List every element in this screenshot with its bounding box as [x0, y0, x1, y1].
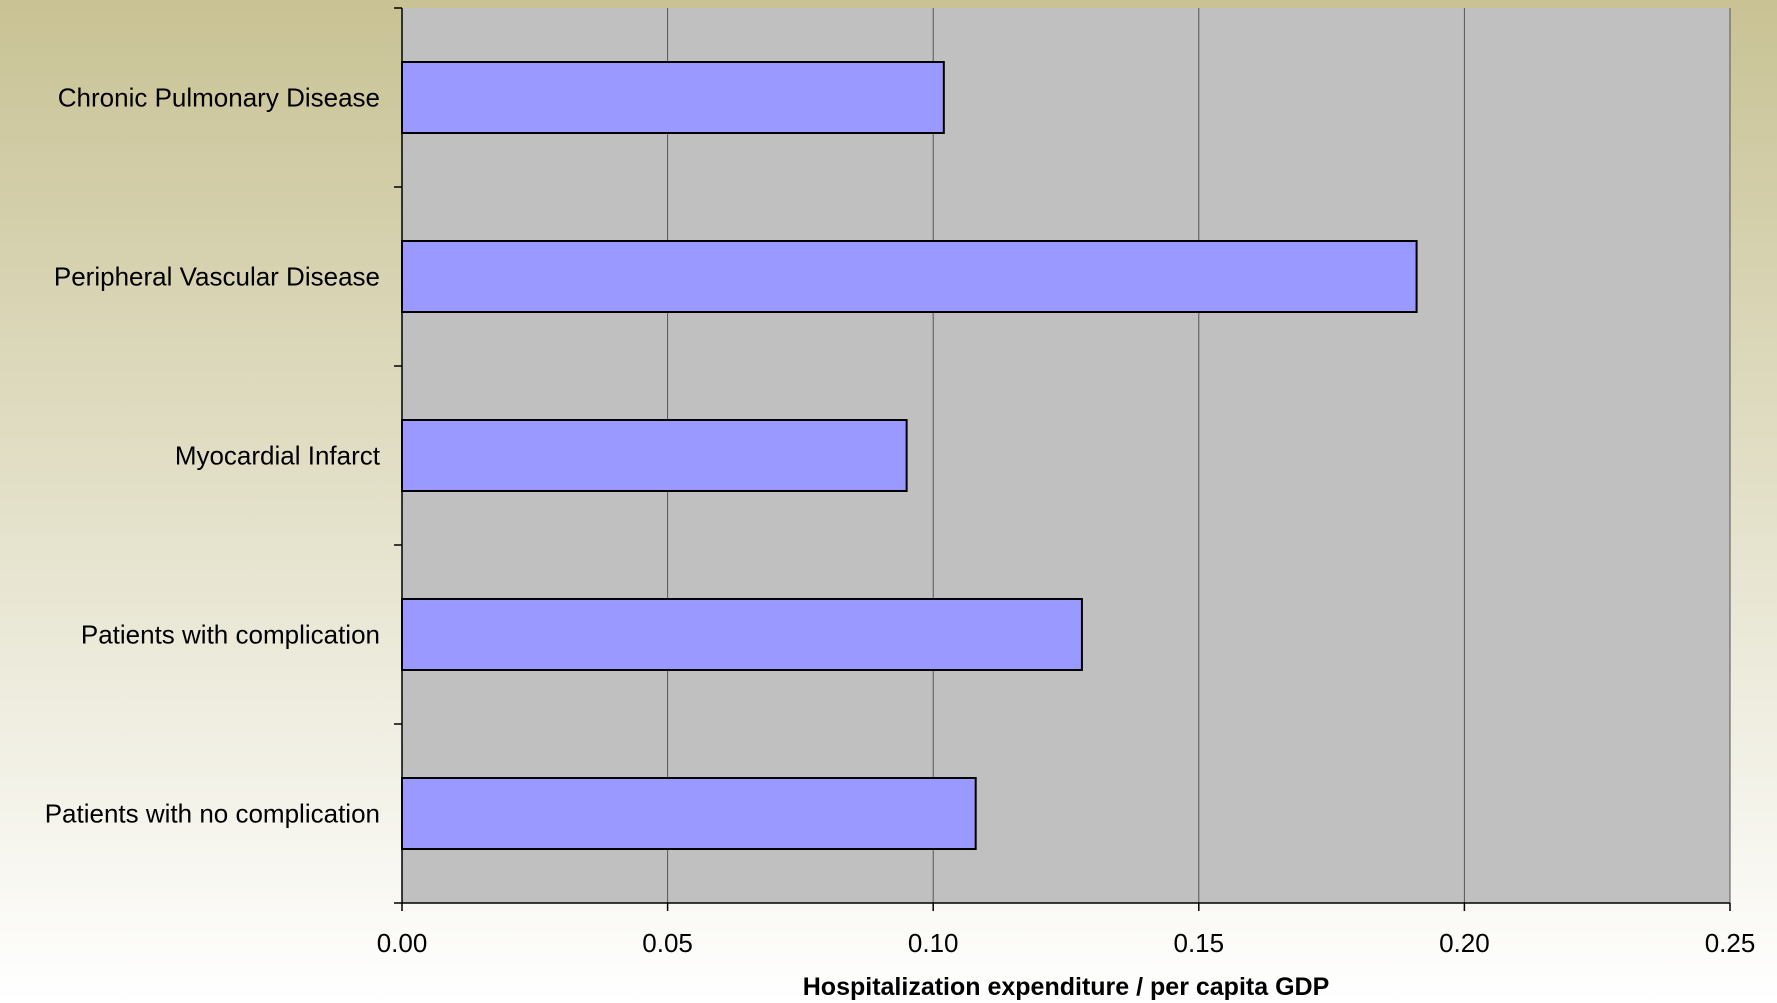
- x-tick-labels: 0.00 0.05 0.10 0.15 0.20 0.25: [377, 928, 1756, 958]
- x-tick-label-0.25: 0.25: [1705, 928, 1756, 958]
- x-tick-label-0.05: 0.05: [642, 928, 693, 958]
- category-label-chronic-pulmonary-disease: Chronic Pulmonary Disease: [58, 83, 380, 113]
- axes: [394, 7, 1731, 911]
- bar-chronic-pulmonary-disease: [401, 61, 945, 134]
- x-tick-label-0.10: 0.10: [908, 928, 959, 958]
- bar-myocardial-infarct: [401, 419, 908, 492]
- category-label-myocardial-infarct: Myocardial Infarct: [175, 441, 381, 471]
- category-label-patients-with-no-complication: Patients with no complication: [45, 799, 380, 829]
- bar-peripheral-vascular-disease: [401, 240, 1418, 313]
- category-label-patients-with-complication: Patients with complication: [81, 620, 380, 650]
- x-tick-label-0.20: 0.20: [1439, 928, 1490, 958]
- x-tick-label-0.15: 0.15: [1173, 928, 1224, 958]
- x-axis-title: Hospitalization expenditure / per capita…: [803, 973, 1330, 1001]
- x-tick-label-0.00: 0.00: [377, 928, 428, 958]
- bar-patients-with-complication: [401, 598, 1083, 671]
- bar-patients-with-no-complication: [401, 777, 977, 850]
- category-label-peripheral-vascular-disease: Peripheral Vascular Disease: [54, 262, 380, 292]
- category-labels: Chronic Pulmonary Disease Peripheral Vasc…: [45, 83, 381, 829]
